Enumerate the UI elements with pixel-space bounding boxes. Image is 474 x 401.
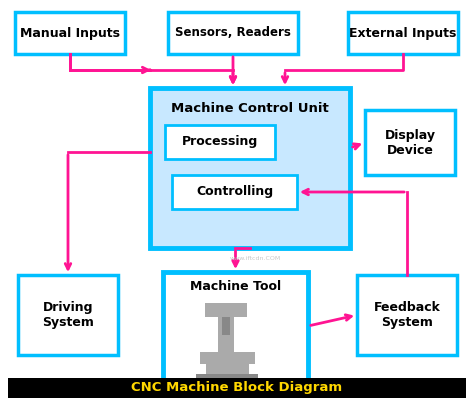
Text: Sensors, Readers: Sensors, Readers	[175, 26, 291, 40]
Text: Machine Tool: Machine Tool	[190, 281, 281, 294]
Text: www.iftcdn.COM: www.iftcdn.COM	[229, 255, 281, 261]
FancyBboxPatch shape	[172, 175, 297, 209]
FancyBboxPatch shape	[200, 352, 255, 364]
FancyBboxPatch shape	[150, 88, 350, 248]
Text: CNC Machine Block Diagram: CNC Machine Block Diagram	[131, 381, 343, 395]
FancyBboxPatch shape	[222, 317, 230, 335]
Text: Display
Device: Display Device	[384, 128, 436, 156]
FancyBboxPatch shape	[168, 12, 298, 54]
FancyBboxPatch shape	[357, 275, 457, 355]
Text: Controlling: Controlling	[196, 186, 273, 198]
FancyBboxPatch shape	[163, 272, 308, 380]
Text: Machine Control Unit: Machine Control Unit	[171, 101, 329, 115]
FancyBboxPatch shape	[8, 378, 466, 398]
FancyBboxPatch shape	[365, 110, 455, 175]
FancyBboxPatch shape	[206, 364, 249, 376]
Text: Feedback
System: Feedback System	[374, 301, 440, 329]
FancyBboxPatch shape	[196, 374, 258, 378]
FancyBboxPatch shape	[18, 275, 118, 355]
Text: Manual Inputs: Manual Inputs	[20, 26, 120, 40]
FancyBboxPatch shape	[218, 303, 234, 358]
Text: External Inputs: External Inputs	[349, 26, 456, 40]
Text: Driving
System: Driving System	[42, 301, 94, 329]
FancyBboxPatch shape	[348, 12, 458, 54]
FancyBboxPatch shape	[165, 125, 275, 159]
FancyBboxPatch shape	[205, 303, 247, 317]
FancyBboxPatch shape	[15, 12, 125, 54]
Text: Processing: Processing	[182, 136, 258, 148]
